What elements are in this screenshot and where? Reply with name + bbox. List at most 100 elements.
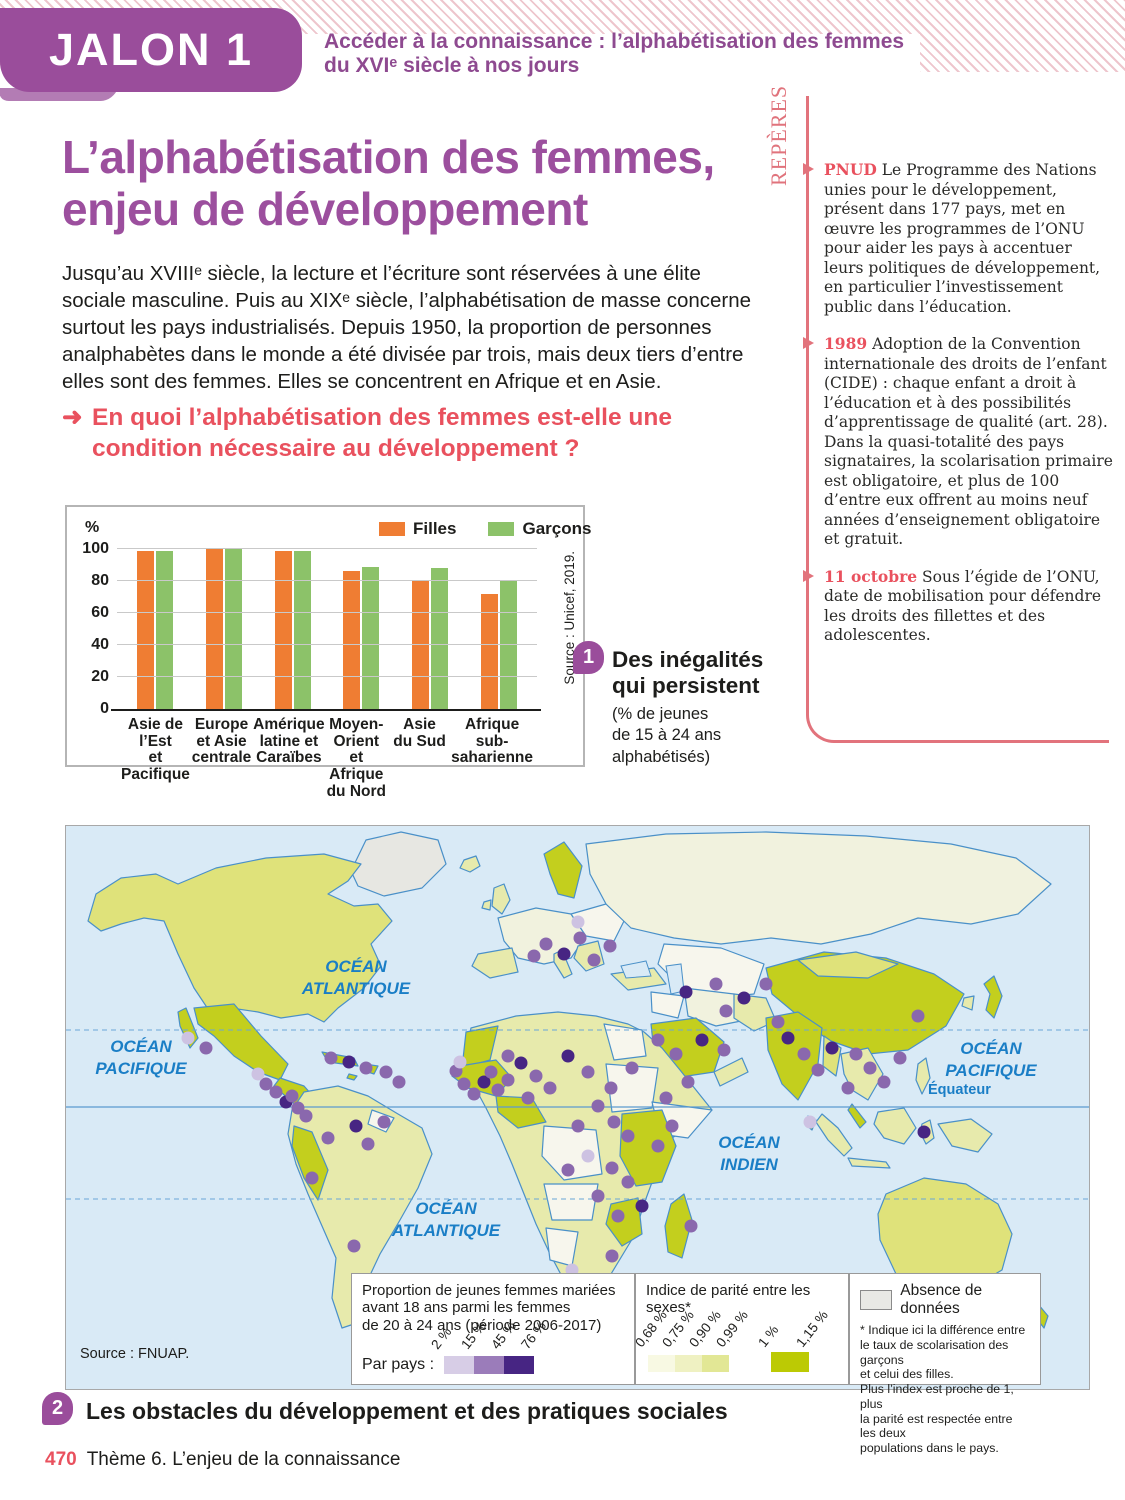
bar-group: [274, 550, 311, 709]
legend-item: Garçons: [488, 519, 591, 539]
marriage-dot: [299, 1109, 313, 1123]
black-sea: [620, 960, 652, 979]
chart-plot-area: 0 20 40 60 80 100: [82, 540, 541, 717]
bar-filles: [411, 581, 429, 709]
repere-text: Le Programme des Nations unies pour le d…: [824, 161, 1101, 316]
gridline: [117, 644, 537, 645]
y-tick-label: 60: [91, 604, 109, 621]
marriage-dot: [259, 1077, 273, 1091]
region-angola-zambia: [543, 1183, 599, 1221]
figure1-badge: 1: [573, 641, 604, 674]
x-axis-labels: Asie de l’Est et Pacifique Europe et Asie…: [117, 716, 537, 801]
legend-item: Filles: [379, 519, 456, 539]
island-iceland: [459, 855, 481, 873]
marriage-dot: [681, 1075, 695, 1089]
x-category-label: Asie du Sud: [393, 716, 446, 750]
marriage-dot: [543, 1081, 557, 1095]
marriage-dot: [669, 1047, 683, 1061]
marriage-dot: [587, 953, 601, 967]
marriage-dot: [607, 1115, 621, 1129]
nodata-label: Absence de données: [900, 1282, 983, 1317]
scale-swatch: [702, 1355, 729, 1372]
marriage-dot: [803, 1115, 817, 1129]
region-scandinavia: [543, 841, 583, 899]
marriage-dot: [269, 1085, 283, 1099]
island-borneo: [873, 1107, 917, 1145]
marriage-dot: [717, 1043, 731, 1057]
marriage-dot: [557, 947, 571, 961]
page-footer: 470 Thème 6. L’enjeu de la connaissance: [45, 1449, 400, 1471]
repere-term: 1989: [824, 334, 868, 353]
page-number: 470: [45, 1449, 77, 1470]
gridline: [117, 676, 537, 677]
country-japan: [983, 975, 1003, 1019]
figure1-title: Des inégalités qui persistent: [612, 647, 764, 699]
marriage-dot: [811, 1063, 825, 1077]
island-new-guinea: [937, 1118, 993, 1153]
y-tick-label: 80: [91, 572, 109, 589]
marriage-dot: [797, 1047, 811, 1061]
repere-entry: 1989 Adoption de la Convention internati…: [803, 334, 1116, 550]
region-iberia: [471, 947, 519, 979]
marriage-dot: [605, 1249, 619, 1263]
gridline: [117, 548, 537, 549]
country-sudan: [605, 1063, 659, 1113]
parity-extra-scale: 1 % 1,15 %: [755, 1308, 831, 1372]
bar-garçons: [293, 550, 311, 709]
marriage-dot: [467, 1087, 481, 1101]
marriage-dot: [581, 1065, 595, 1079]
marriage-dot: [305, 1171, 319, 1185]
marriage-dot: [591, 1189, 605, 1203]
marriage-dot: [527, 949, 541, 963]
scale-swatch: [648, 1355, 675, 1372]
marriage-dot: [573, 931, 587, 945]
ocean-label-atlantic-north: OCÉAN ATLANTIQUE: [301, 957, 411, 999]
parity-color-scale: 0,68 % 0,75 % 0,90 % 0,99 %: [632, 1308, 751, 1372]
marriage-dot: [181, 1031, 195, 1045]
marriage-dot: [825, 1041, 839, 1055]
marriage-dot: [349, 1119, 363, 1133]
figure2-title: Les obstacles du développement et des pr…: [86, 1398, 728, 1424]
legend-marriage-prefix: Par pays :: [362, 1356, 435, 1373]
island-britain: [491, 883, 511, 915]
marriage-dot: [621, 1175, 635, 1189]
legend-swatch: [488, 522, 515, 536]
region-malaysia: [847, 1103, 867, 1129]
x-category-label: Europe et Asie centrale: [191, 716, 252, 767]
marriage-dot: [529, 1069, 543, 1083]
x-category-label: Asie de l’Est et Pacifique: [121, 716, 190, 784]
marriage-dot: [199, 1041, 213, 1055]
x-category-label: Moyen-Orient et Afrique du Nord: [326, 716, 386, 800]
bar-filles: [480, 593, 498, 709]
islands-philippines: [915, 1057, 931, 1095]
country-india: [765, 1011, 823, 1101]
region-levant: [650, 991, 685, 1019]
marriage-dot: [324, 1051, 338, 1065]
marriage-dot: [361, 1137, 375, 1151]
intro-paragraph: Jusqu’au XVIIIᵉ siècle, la lecture et l’…: [62, 262, 752, 394]
island-java: [847, 1157, 891, 1169]
country-namibia: [545, 1227, 579, 1267]
header-subtitle: Accéder à la connaissance : l’alphabétis…: [324, 30, 905, 77]
figure2-number: 2: [51, 1397, 64, 1419]
ocean-label-pacific-east: OCÉAN PACIFIQUE: [945, 1039, 1037, 1081]
bar-group: [205, 549, 242, 709]
marriage-dot: [484, 1065, 498, 1079]
marriage-dot: [377, 1115, 391, 1129]
continent-asia: [585, 831, 1052, 1169]
bar-garçons: [362, 566, 380, 709]
reperes-vertical-label: REPÈRES: [766, 84, 791, 186]
repere-text: Sous l’égide de l’ONU, date de mobilisat…: [824, 567, 1102, 645]
chart-legend: Filles Garçons: [379, 519, 591, 539]
y-tick-label: 100: [82, 540, 109, 557]
marriage-dot: [877, 1075, 891, 1089]
ocean-label-atlantic-south: OCÉAN ATLANTIQUE: [391, 1199, 501, 1241]
theme-label: Thème 6. L’enjeu de la connaissance: [86, 1449, 401, 1470]
marriage-dot: [571, 1119, 585, 1133]
key-question-text: En quoi l’alphabétisation des femmes est…: [92, 404, 672, 462]
marriage-dot: [659, 1091, 673, 1105]
marriage-dot: [651, 1139, 665, 1153]
marriage-dot: [347, 1239, 361, 1253]
ocean-label-pacific-west: OCÉAN PACIFIQUE: [95, 1037, 187, 1079]
island-madagascar: [664, 1193, 693, 1259]
